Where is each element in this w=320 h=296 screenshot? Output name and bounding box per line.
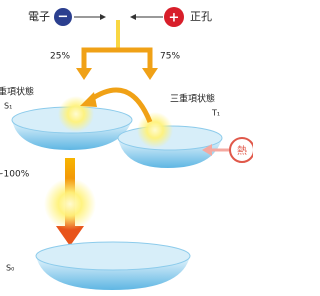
diagram: 電子 − + 正孔 25% 75% 重項状態 S₁ 三重項状態 T₁ 熱 ~10…: [0, 0, 253, 296]
branch-head-right: [142, 68, 158, 80]
hole-label: 正孔: [190, 10, 212, 23]
emission-glow: [44, 178, 96, 230]
ground-symbol: S₀: [6, 264, 14, 273]
singlet-symbol: S₁: [4, 102, 12, 111]
branch-right-label: 75%: [160, 52, 180, 62]
triplet-label: 三重項状態: [170, 93, 215, 105]
branch-head-left: [76, 68, 92, 80]
ground-dish-top: [36, 242, 190, 270]
branch-left-label: 25%: [50, 52, 70, 62]
electron-sign: −: [58, 10, 69, 25]
electron-label: 電子: [28, 10, 50, 23]
emission-label: ~100%: [0, 170, 30, 180]
triplet-symbol: T₁: [211, 109, 220, 118]
branch-arrow: [84, 50, 150, 72]
hole-sign: +: [169, 11, 180, 26]
heat-label: 熱: [237, 144, 247, 157]
triplet-glow: [137, 112, 173, 148]
singlet-label: 重項状態: [0, 86, 34, 98]
